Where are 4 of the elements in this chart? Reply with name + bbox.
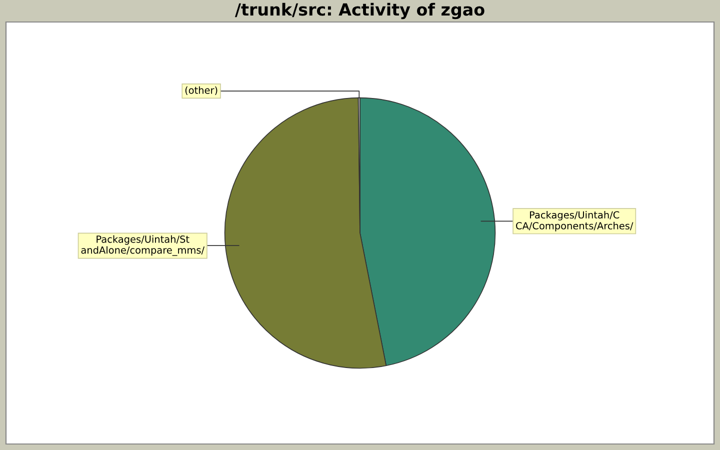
slice-label: Packages/Uintah/StandAlone/compare_mms/ [81, 235, 205, 256]
chart-title: /trunk/src: Activity of zgao [234, 2, 484, 20]
slice-label: Packages/Uintah/CCA/Components/Arches/ [516, 211, 634, 232]
slice-label: (other) [185, 86, 218, 96]
